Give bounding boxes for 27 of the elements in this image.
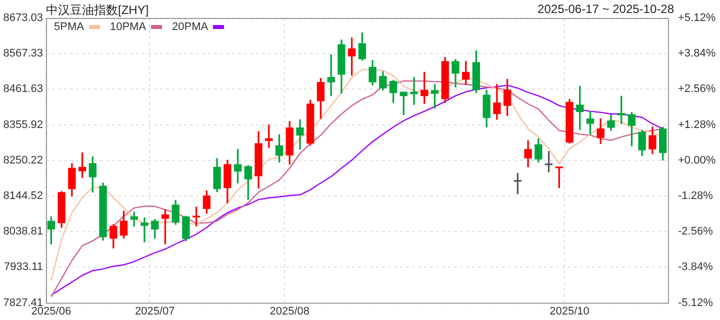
legend-label: 20PMA bbox=[172, 21, 208, 33]
legend-label: 10PMA bbox=[110, 21, 146, 33]
y-tick-label: 8461.63 bbox=[3, 83, 43, 96]
y2-tick-label: +1.28% bbox=[678, 118, 716, 131]
y2-tick-label: +3.84% bbox=[678, 48, 716, 60]
y-tick-label: 8144.52 bbox=[3, 190, 43, 202]
y-tick-label: 8355.92 bbox=[3, 118, 43, 131]
y-tick-label: 8038.81 bbox=[3, 226, 43, 238]
y-tick-label: 8567.33 bbox=[3, 48, 43, 60]
y-tick-label: 7933.11 bbox=[4, 261, 43, 274]
y2-tick-label: -5.12% bbox=[678, 296, 714, 309]
y2-tick-label: +0.00% bbox=[678, 154, 716, 166]
x-tick-label: 2025/07 bbox=[134, 305, 175, 318]
x-tick-label: 2025/08 bbox=[270, 305, 310, 318]
y-tick-label: 8250.22 bbox=[3, 154, 43, 166]
chart-subtitle: 2025-06-17 ~ 2025-10-28 bbox=[538, 2, 674, 16]
x-tick-label: 2025/10 bbox=[550, 305, 590, 318]
y2-tick-label: -1.28% bbox=[678, 190, 714, 202]
y2-tick-label: +5.12% bbox=[678, 12, 716, 24]
y2-tick-label: -3.84% bbox=[678, 261, 714, 274]
chart-title: 中汉豆油指数[ZHY] bbox=[46, 2, 149, 19]
y2-tick-label: -2.56% bbox=[678, 226, 714, 238]
y-tick-label: 8673.03 bbox=[3, 12, 43, 24]
x-tick-label: 2025/06 bbox=[31, 305, 72, 318]
candlestick bbox=[192, 206, 200, 226]
legend-label: 5PMA bbox=[54, 21, 84, 33]
y2-tick-label: +2.56% bbox=[678, 83, 716, 96]
